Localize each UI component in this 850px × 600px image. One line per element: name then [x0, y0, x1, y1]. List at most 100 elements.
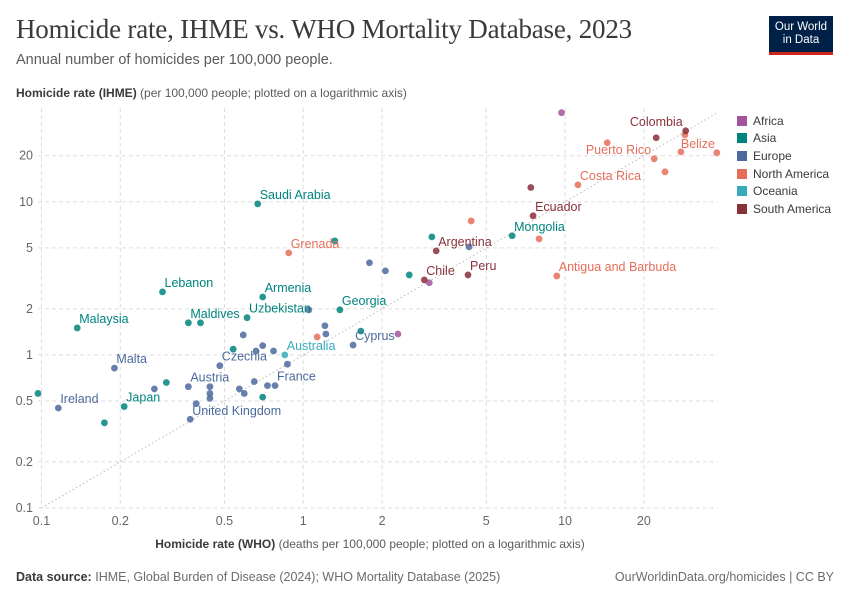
x-axis-label: Homicide rate (WHO) (deaths per 100,000 …	[0, 537, 740, 551]
y-tick-label: 0.1	[16, 501, 33, 515]
data-point-europe	[271, 382, 279, 390]
legend-label: Africa	[753, 113, 784, 128]
data-point-asia	[428, 233, 436, 241]
data-point-europe	[259, 342, 267, 350]
point-label: Lebanon	[165, 276, 214, 290]
data-point-europe	[252, 347, 260, 355]
x-tick-label: 0.2	[112, 514, 129, 528]
data-point-north-america	[677, 148, 685, 156]
data-point-north-america	[285, 249, 293, 257]
data-point-north-america	[661, 168, 669, 176]
data-point-asia	[254, 200, 262, 208]
data-point-europe	[235, 385, 243, 393]
data-point-asia	[184, 319, 192, 327]
data-point-north-america	[553, 272, 561, 280]
data-point-europe	[366, 259, 373, 267]
logo-line-2: in Data	[782, 34, 820, 46]
data-point-south-america	[527, 184, 535, 191]
data-point-south-america	[652, 134, 660, 142]
legend-label: South America	[753, 201, 832, 216]
data-point-north-america	[603, 139, 611, 147]
point-label: Peru	[470, 259, 496, 273]
legend-item[interactable]: Europe	[737, 147, 831, 165]
legend-label: Asia	[753, 131, 777, 146]
data-point-europe	[111, 364, 118, 372]
data-point-europe	[240, 390, 248, 397]
data-point-asia	[162, 379, 170, 386]
point-label: Australia	[287, 339, 336, 353]
point-label: Malta	[116, 352, 147, 366]
point-label: Georgia	[342, 294, 387, 308]
point-label: Costa Rica	[580, 169, 641, 183]
data-point-europe	[382, 267, 389, 275]
point-label: Malaysia	[79, 312, 128, 326]
legend-label: Oceania	[753, 184, 798, 199]
point-label: Armenia	[265, 281, 312, 295]
x-axis-label-bold: Homicide rate (WHO)	[155, 537, 276, 551]
data-point-europe	[305, 306, 313, 314]
data-point-asia	[259, 393, 267, 401]
data-point-europe	[186, 415, 194, 423]
y-axis-label-bold: Homicide rate (IHME)	[16, 86, 137, 100]
data-point-europe	[349, 341, 357, 349]
y-axis-label-detail: (per 100,000 people; plotted on a logari…	[136, 86, 407, 100]
data-point-asia	[243, 314, 251, 322]
y-tick-label: 0.5	[16, 394, 33, 408]
point-label: Uzbekistan	[249, 302, 311, 316]
data-point-africa	[425, 279, 433, 287]
data-point-africa	[558, 109, 565, 117]
legend-item[interactable]: North America	[737, 165, 831, 183]
point-label: United Kingdom	[192, 404, 281, 418]
data-point-asia	[331, 237, 339, 245]
point-label: Colombia	[630, 115, 683, 129]
legend-label: North America	[753, 166, 830, 181]
data-point-south-america	[529, 212, 537, 220]
point-label: Maldives	[190, 307, 239, 321]
data-point-europe	[264, 382, 271, 390]
x-tick-label: 0.1	[33, 514, 50, 528]
data-point-asia	[73, 324, 81, 332]
x-tick-label: 1	[300, 514, 307, 528]
y-tick-label: 20	[19, 149, 33, 163]
x-axis-label-detail: (deaths per 100,000 people; plotted on a…	[275, 537, 585, 551]
x-tick-label: 5	[483, 514, 490, 528]
data-source: Data source: IHME, Global Burden of Dise…	[16, 570, 500, 584]
legend-item[interactable]: Asia	[737, 130, 831, 148]
x-tick-label: 2	[379, 514, 386, 528]
data-point-asia	[159, 288, 166, 296]
owid-logo[interactable]: Our World in Data	[769, 16, 833, 55]
legend-item[interactable]: Oceania	[737, 182, 831, 200]
data-point-europe	[192, 400, 200, 408]
data-point-asia	[197, 319, 204, 327]
point-label: Chile	[426, 264, 455, 278]
data-point-asia	[259, 293, 267, 301]
data-point-south-america	[420, 276, 428, 284]
data-point-asia	[336, 306, 344, 314]
chart-subtitle: Annual number of homicides per 100,000 p…	[16, 52, 333, 68]
legend-item[interactable]: Africa	[737, 112, 831, 130]
data-point-europe	[206, 383, 214, 391]
legend-item[interactable]: South America	[737, 200, 831, 218]
point-label: Belize	[681, 137, 715, 151]
data-point-north-america	[313, 333, 321, 341]
data-point-asia	[229, 345, 237, 353]
data-point-north-america	[535, 235, 543, 243]
data-point-south-america	[682, 127, 690, 135]
source-label: Data source:	[16, 570, 92, 584]
data-point-asia	[101, 419, 108, 427]
data-point-asia	[508, 232, 516, 240]
data-point-north-america	[574, 181, 582, 189]
point-label: Cyprus	[355, 329, 395, 343]
data-point-europe	[465, 243, 473, 251]
data-point-north-america	[467, 217, 475, 225]
data-point-asia	[405, 271, 413, 279]
data-point-europe	[270, 347, 277, 355]
x-tick-label: 10	[558, 514, 572, 528]
point-label: Grenada	[291, 237, 340, 251]
data-point-africa	[394, 330, 402, 338]
source-url[interactable]: OurWorldinData.org/homicides | CC BY	[614, 570, 834, 584]
legend-swatch	[737, 186, 747, 197]
data-point-europe	[250, 378, 258, 385]
data-point-north-america	[650, 155, 658, 163]
point-label: Puerto Rico	[586, 143, 651, 157]
